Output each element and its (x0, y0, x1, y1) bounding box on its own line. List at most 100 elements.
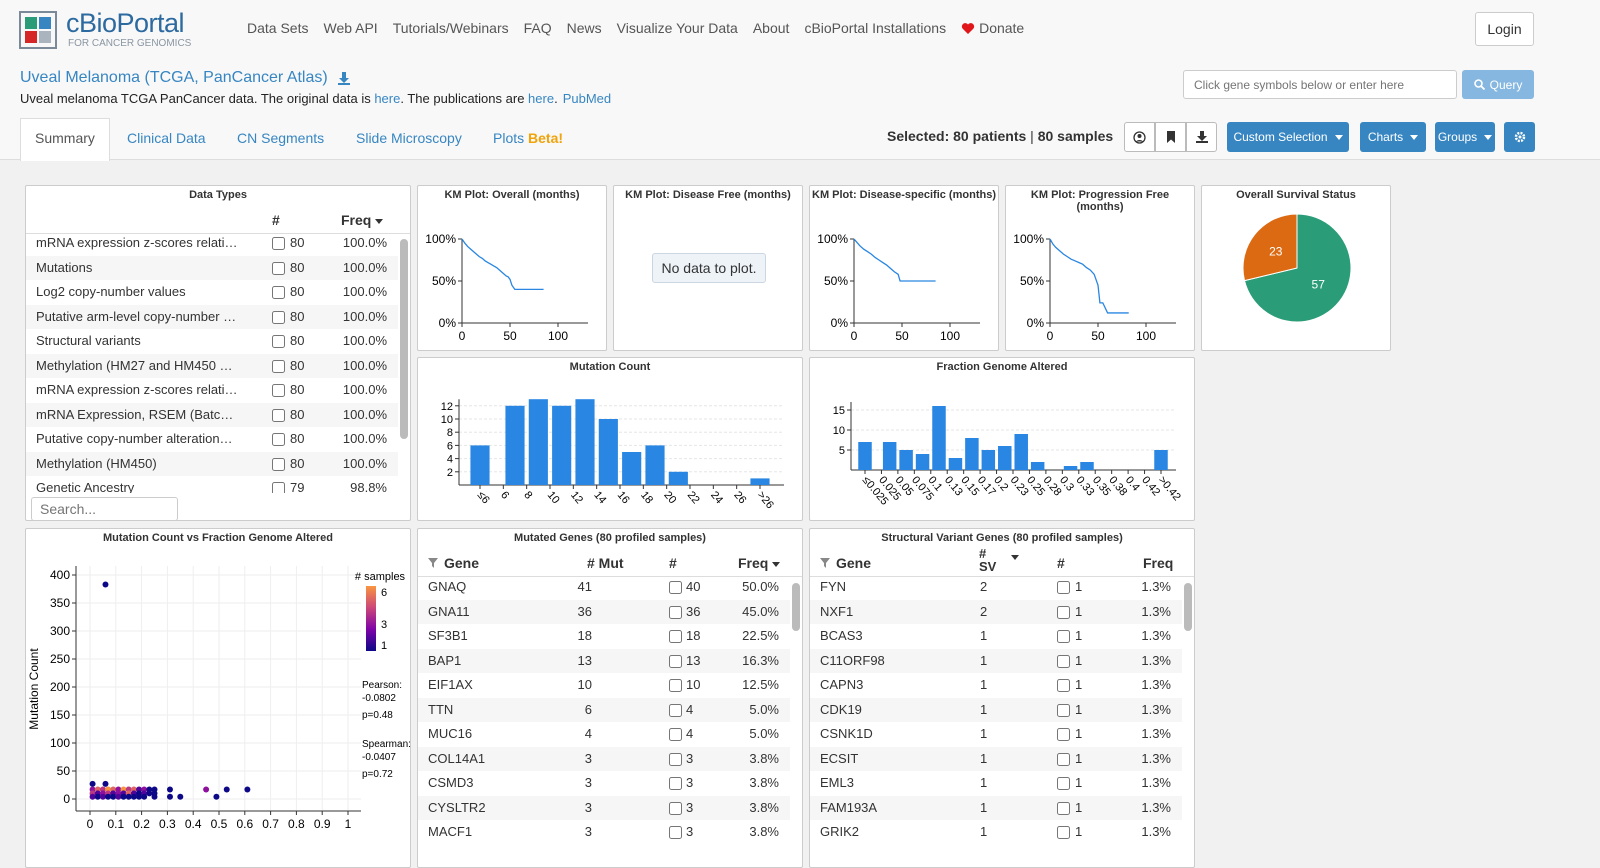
nav-link[interactable]: Visualize Your Data (616, 20, 738, 36)
column-header[interactable]: Gene (428, 555, 479, 571)
row-checkbox[interactable] (669, 777, 682, 790)
donate-link[interactable]: Donate (961, 20, 1024, 36)
nav-link[interactable]: FAQ (523, 20, 552, 36)
table-cell: 2 (980, 579, 988, 594)
row-checkbox[interactable] (272, 335, 285, 348)
row-checkbox[interactable] (669, 679, 682, 692)
pubmed-link[interactable]: PubMed (562, 91, 612, 106)
column-header[interactable]: # SV (979, 547, 1001, 573)
y-tick-label: 0% (1027, 316, 1045, 330)
table-row: CYSLTR2 3 3 3.8% (418, 795, 790, 820)
tab[interactable]: Summary (35, 130, 95, 146)
row-checkbox[interactable] (272, 359, 285, 373)
row-checkbox[interactable] (272, 237, 285, 250)
y-tick-label: 12 (441, 401, 453, 413)
row-checkbox[interactable] (669, 752, 682, 766)
scatter-point (89, 780, 96, 787)
table-cell: mRNA Expression, RSEM (Batc… (36, 406, 234, 422)
search-input[interactable] (31, 497, 178, 520)
query-button[interactable]: Query (1462, 70, 1534, 99)
column-header[interactable]: # (1057, 555, 1065, 571)
row-checkbox[interactable] (272, 310, 285, 324)
nav-link[interactable]: Data Sets (247, 20, 309, 36)
nav-link[interactable]: Tutorials/Webinars (392, 20, 509, 36)
row-checkbox[interactable] (1057, 654, 1070, 668)
row-checkbox[interactable] (1057, 752, 1070, 766)
row-checkbox[interactable] (1057, 703, 1070, 717)
table-cell: 1.3% (1141, 579, 1171, 594)
column-header[interactable]: Freq (1143, 555, 1173, 571)
row-checkbox[interactable] (272, 482, 285, 493)
column-header[interactable]: Freq (341, 212, 384, 228)
download-icon[interactable] (337, 71, 350, 85)
row-checkbox[interactable] (1057, 605, 1070, 619)
x-tick-label: ≤6 (475, 489, 492, 506)
row-checkbox[interactable] (669, 703, 682, 717)
row-checkbox[interactable] (669, 826, 682, 839)
column-header[interactable]: # (272, 212, 280, 228)
histogram-bar (915, 454, 930, 470)
nav-link[interactable]: About (752, 20, 790, 36)
scatter-point (99, 793, 106, 800)
settings-button[interactable] (1504, 122, 1535, 152)
tab[interactable]: Slide Microscopy (356, 130, 462, 146)
histogram-bar (668, 471, 688, 485)
row-checkbox[interactable] (1057, 826, 1070, 839)
row-checkbox[interactable] (1057, 581, 1070, 594)
row-checkbox[interactable] (669, 728, 682, 741)
row-checkbox[interactable] (669, 630, 682, 643)
tab[interactable]: Plots Beta! (493, 130, 563, 146)
description-link[interactable]: here (374, 91, 401, 106)
row-checkbox[interactable] (669, 605, 682, 619)
table-cell: 50.0% (742, 579, 779, 594)
column-header[interactable]: Gene (820, 555, 871, 571)
column-header[interactable]: # (669, 555, 677, 571)
chart-widget: Mutation Count 2 4 6 8 10 12 ≤6 6 8 10 12 14 16 18 20 22… (417, 357, 803, 521)
column-header[interactable]: Freq (738, 555, 781, 571)
column-header[interactable]: # Mut (587, 555, 624, 571)
charts-button[interactable]: Charts (1360, 122, 1426, 152)
table-row: FYN 2 1 1.3% (810, 575, 1182, 600)
column-header-text: # (272, 212, 280, 228)
table-body: mRNA expression z-scores relati… 80 100.0%… (26, 231, 398, 493)
row-checkbox[interactable] (669, 801, 682, 815)
tab[interactable]: CN Segments (237, 130, 325, 146)
separator: | (1030, 128, 1034, 144)
nav-link[interactable]: Web API (323, 20, 378, 36)
row-checkbox[interactable] (1057, 728, 1070, 741)
row-checkbox[interactable] (669, 654, 682, 668)
row-checkbox[interactable] (272, 433, 285, 446)
row-checkbox[interactable] (1057, 801, 1070, 815)
table-cell: 10 (577, 677, 592, 692)
scatter-point (203, 786, 210, 793)
download-button[interactable] (1186, 122, 1217, 152)
row-checkbox[interactable] (1057, 777, 1070, 790)
table-body: FYN 2 1 1.3% NXF1 2 1 1.3% BCAS3 1 1 1.3% C11ORF98 1 1… (810, 575, 1182, 865)
x-tick-label: 26 (731, 489, 748, 506)
table-cell: 80 (290, 357, 305, 373)
tab[interactable]: Clinical Data (127, 130, 206, 146)
row-checkbox[interactable] (272, 384, 285, 397)
groups-button[interactable]: Groups (1435, 122, 1495, 152)
survival-curve (461, 238, 544, 291)
active-tab[interactable] (20, 118, 110, 161)
gene-query-input[interactable] (1183, 70, 1457, 99)
bookmark-button[interactable] (1155, 122, 1186, 152)
row-checkbox[interactable] (669, 581, 682, 594)
nav-link[interactable]: News (566, 20, 602, 36)
x-tick-label: 8 (521, 489, 534, 501)
row-checkbox[interactable] (272, 408, 285, 422)
row-checkbox[interactable] (272, 261, 285, 275)
login-button[interactable]: Login (1475, 12, 1534, 46)
table-cell: 1 (980, 701, 988, 717)
row-checkbox[interactable] (272, 286, 285, 299)
nav-link[interactable]: cBioPortal Installations (804, 20, 947, 36)
description-link[interactable]: here (528, 91, 555, 106)
row-checkbox[interactable] (1057, 679, 1070, 692)
row-checkbox[interactable] (1057, 630, 1070, 643)
custom-selection-button[interactable]: Custom Selection (1227, 122, 1349, 152)
x-tick-label: 16 (615, 489, 632, 506)
row-checkbox[interactable] (272, 457, 285, 471)
user-button[interactable] (1124, 122, 1155, 152)
chart-widget: Fraction Genome Altered 5 10 15 ≤0.025 0.025 0… (809, 357, 1195, 521)
